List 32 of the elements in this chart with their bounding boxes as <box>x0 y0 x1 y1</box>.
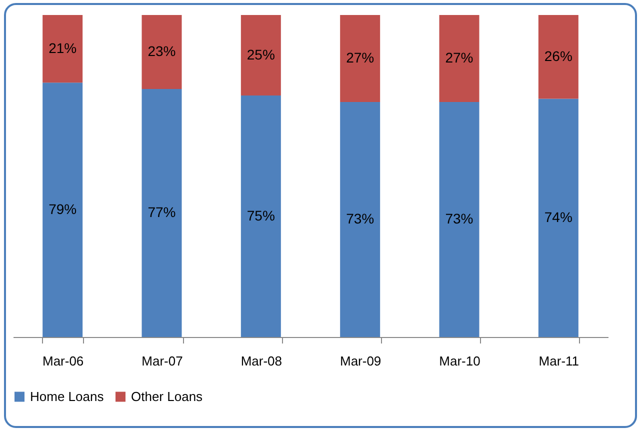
data-label: 27% <box>346 49 374 66</box>
legend-label: Other Loans <box>131 388 204 404</box>
bar <box>340 15 380 102</box>
bar <box>538 98 578 337</box>
x-tick-label: Mar-10 <box>439 354 480 368</box>
bar <box>142 89 182 337</box>
legend-label: Home Loans <box>30 388 104 404</box>
bar <box>240 15 281 96</box>
x-tick-label: Mar-11 <box>538 354 580 368</box>
x-tick-label: Mar-08 <box>240 354 282 368</box>
bar <box>439 102 480 337</box>
data-label: 74% <box>544 208 572 225</box>
x-tick-label: Mar-06 <box>42 354 84 368</box>
data-label: 79% <box>48 200 77 217</box>
x-tick-label: Mar-07 <box>142 354 183 368</box>
data-label: 26% <box>544 48 572 64</box>
bar <box>142 15 182 90</box>
data-label: 77% <box>148 204 176 220</box>
data-label: 73% <box>346 210 374 226</box>
data-label: 25% <box>246 46 275 62</box>
bar <box>42 15 83 83</box>
bar <box>340 102 380 337</box>
bar <box>439 15 480 102</box>
data-label: 23% <box>148 43 176 60</box>
data-label: 27% <box>445 49 474 66</box>
bar <box>240 96 281 337</box>
data-label: 21% <box>48 40 77 56</box>
bar <box>538 15 578 99</box>
x-tick-label: Mar-09 <box>340 354 382 368</box>
data-label: 73% <box>445 210 474 226</box>
data-label: 75% <box>246 207 275 224</box>
bar <box>42 82 83 337</box>
